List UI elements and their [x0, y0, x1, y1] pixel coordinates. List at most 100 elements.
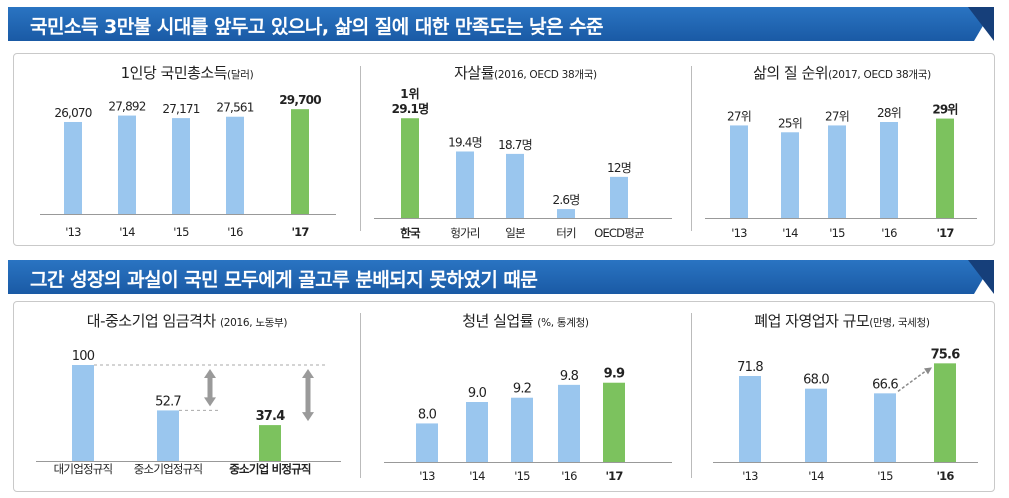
bar [506, 153, 524, 218]
category-label: '13 [65, 225, 81, 239]
data-label: 27,892 [108, 100, 145, 114]
bar [828, 125, 846, 218]
panel-title: 폐업 자영업자 규모(만명, 국세청) [693, 310, 991, 331]
panel-suicide-rate: 자살률(2016, OECD 38개국) 29.1명 1위 한국 19.4명 헝가리 18… [362, 62, 689, 242]
data-label: 75.6 [931, 347, 961, 362]
panel-title-sub: (2017, OECD 38개국) [828, 69, 931, 81]
youth-unemployment-chart: 8.0 '13 9.0 '14 9.2 '15 9.8 '16 9.9 '17 [384, 367, 672, 483]
bar [874, 393, 896, 462]
category-label: 한국 [400, 226, 421, 240]
bar [172, 118, 190, 214]
category-label: 대기업정규직 [54, 462, 113, 476]
category-label: '14 [808, 469, 824, 483]
bar [291, 109, 309, 214]
data-label: 28위 [877, 106, 901, 120]
bar [466, 402, 488, 462]
bar [72, 365, 94, 461]
data-label: 27,171 [162, 102, 199, 116]
data-label: 29.1명 [392, 102, 429, 116]
gap-arrow-head [302, 412, 314, 422]
category-label: '14 [782, 226, 798, 240]
panel-title-sub: (2016, OECD 38개국) [494, 69, 597, 81]
category-label: 중소기업정규직 [134, 462, 203, 476]
panel-title-sub: (%, 통계청) [537, 317, 589, 329]
section-banner-1: 국민소득 3만불 시대를 앞두고 있으나, 삶의 질에 대한 만족도는 낮은 수… [8, 7, 994, 41]
gap-arrow-head [302, 369, 314, 378]
category-label: 일본 [505, 226, 525, 240]
category-label: '16 [881, 226, 897, 240]
data-label: 9.9 [604, 367, 625, 382]
category-label: '13 [742, 469, 758, 483]
data-label: 9.8 [560, 369, 579, 384]
panel-title-sub: (달러) [227, 69, 254, 81]
divider [691, 66, 692, 231]
data-label: 68.0 [803, 373, 829, 388]
rank-label: 1위 [400, 87, 419, 101]
bar [739, 376, 761, 462]
data-label: 27위 [727, 109, 751, 123]
panel-title: 1인당 국민총소득(달러) [16, 62, 358, 83]
panel-closed-businesses: 폐업 자영업자 규모(만명, 국세청) 71.8 '13 68.0 '14 66.6 '1… [693, 310, 991, 490]
data-label: 66.6 [872, 377, 898, 392]
data-label: 71.8 [737, 360, 763, 375]
data-label: 2.6명 [553, 193, 580, 207]
bar [226, 116, 244, 214]
panel-quality-of-life-rank: 삶의 질 순위(2017, OECD 38개국) 27위 '13 25위 '14 27위… [693, 62, 991, 242]
category-label: '17 [605, 469, 623, 483]
data-label: 8.0 [418, 407, 437, 422]
panel-title: 청년 실업률 (%, 통계청) [362, 310, 689, 331]
bar [805, 388, 827, 462]
panel-title-main: 삶의 질 순위 [753, 64, 829, 82]
gap-arrow-head [204, 369, 216, 378]
panel-title-main: 자살률 [454, 64, 495, 82]
category-label: '14 [469, 469, 485, 483]
bar [557, 209, 575, 218]
data-label: 27위 [825, 109, 849, 123]
panel-youth-unemployment: 청년 실업률 (%, 통계청) 8.0 '13 9.0 '14 9.2 '15 9.8 '16… [362, 310, 689, 490]
banner-title: 그간 성장의 과실이 국민 모두에게 골고루 분배되지 못하였기 때문 [30, 269, 538, 291]
panel-title-sub: (만명, 국세청) [869, 317, 930, 329]
data-label: 12명 [607, 161, 631, 175]
banner-shape [8, 7, 994, 41]
divider [691, 313, 692, 478]
data-label: 25위 [778, 116, 802, 130]
bar [456, 151, 474, 218]
divider [360, 313, 361, 478]
panel-wage-gap: 대-중소기업 임금격차 (2016, 노동부) 100 대기업정규직 52.7 중소기… [16, 310, 358, 490]
data-label: 9.0 [468, 386, 487, 401]
rank-chart: 27위 '13 25위 '14 27위 '15 28위 '16 29위 '17 [705, 103, 977, 240]
wage-gap-chart: 100 대기업정규직 52.7 중소기업정규직 37.4 중소기업 비정규직 [36, 349, 341, 476]
banner-title: 국민소득 3만불 시대를 앞두고 있으나, 삶의 질에 대한 만족도는 낮은 수… [30, 16, 604, 38]
bar [259, 425, 281, 461]
data-label: 37.4 [256, 409, 286, 424]
panel-title-main: 1인당 국민총소득 [120, 64, 228, 82]
bar [118, 115, 136, 214]
data-label: 9.2 [513, 382, 531, 397]
data-label: 19.4명 [448, 135, 482, 149]
section-banner-2: 그간 성장의 과실이 국민 모두에게 골고루 분배되지 못하였기 때문 [8, 260, 994, 294]
bar [416, 423, 438, 462]
panel-gni: 1인당 국민총소득(달러) 26,070 '13 27,892 '14 27,171 '1… [16, 62, 358, 242]
divider [360, 66, 361, 231]
bar [401, 118, 419, 218]
bar [934, 363, 956, 462]
category-label: '15 [829, 226, 845, 240]
category-label: OECD평균 [594, 226, 644, 240]
category-label: '14 [119, 225, 135, 239]
category-label: '16 [227, 225, 243, 239]
category-label: '16 [936, 469, 954, 483]
data-label: 18.7명 [498, 138, 532, 152]
bar [603, 382, 625, 462]
data-label: 52.7 [155, 394, 181, 409]
bar [511, 397, 533, 462]
bar [610, 176, 628, 218]
closed-business-chart: 71.8 '13 68.0 '14 66.6 '15 75.6 '16 [713, 347, 978, 483]
data-label: 29위 [932, 103, 957, 117]
category-label: '15 [877, 469, 893, 483]
category-label: '17 [291, 225, 309, 239]
panel-title-main: 대-중소기업 임금격차 [86, 312, 220, 330]
category-label: '17 [936, 226, 954, 240]
data-label: 26,070 [54, 106, 91, 120]
category-label: 터키 [556, 226, 576, 240]
